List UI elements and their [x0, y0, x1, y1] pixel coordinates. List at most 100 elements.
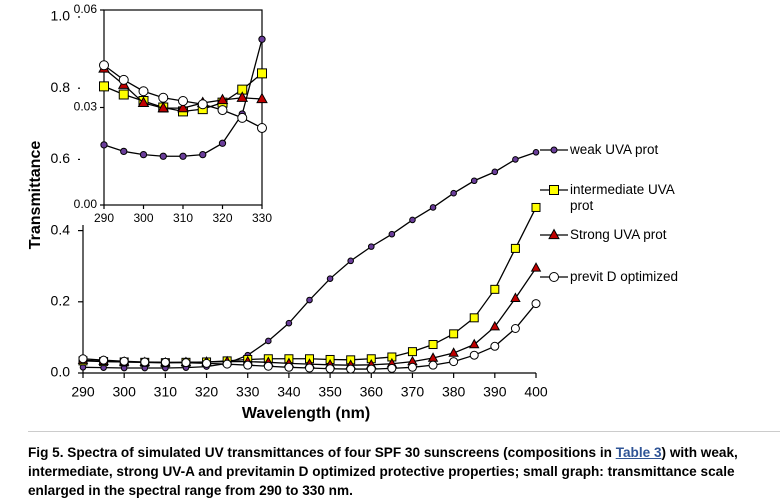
caption: Fig 5. Spectra of simulated UV transmitt… — [28, 443, 776, 500]
x-tick-label: 310 — [173, 211, 193, 225]
data-point — [99, 60, 109, 71]
legend-label: intermediate UVA prot — [570, 182, 675, 213]
data-point — [326, 275, 334, 282]
data-point — [159, 152, 167, 160]
y-tick-label: 0.6 — [51, 150, 71, 166]
data-point — [531, 202, 541, 212]
legend-marker — [548, 228, 560, 240]
data-point — [160, 357, 170, 367]
data-point — [140, 357, 150, 367]
y-tick-label: 0.00 — [74, 197, 98, 211]
legend-label: weak UVA prot — [570, 142, 659, 157]
y-tick-label: 0.4 — [51, 221, 71, 237]
data-point — [237, 112, 248, 123]
data-point — [407, 362, 417, 372]
data-point — [305, 363, 314, 373]
y-tick-label: 1.0 — [51, 8, 71, 24]
data-point — [263, 361, 273, 371]
chart: Wavelength (nm) Transmittance 0.00.20.40… — [27, 2, 568, 422]
y-tick-label: 0.2 — [51, 293, 71, 309]
data-point — [265, 337, 272, 345]
x-tick-label: 310 — [154, 384, 178, 400]
data-point — [489, 320, 501, 331]
x-tick-label: 360 — [360, 384, 384, 400]
data-point — [367, 243, 375, 250]
data-point — [120, 147, 128, 156]
data-point — [449, 357, 459, 367]
data-point — [137, 96, 150, 108]
data-point — [118, 74, 129, 85]
data-point — [490, 284, 500, 294]
data-point — [218, 139, 227, 147]
data-point — [387, 363, 397, 373]
data-point — [407, 347, 417, 357]
data-point — [512, 156, 519, 163]
data-point — [468, 338, 480, 349]
data-point — [469, 313, 479, 323]
caption-text: Fig 5. Spectra of simulated UV transmitt… — [28, 445, 616, 460]
legend-marker — [549, 272, 559, 282]
y-tick-label: 0.0 — [51, 364, 71, 380]
x-tick-label: 340 — [277, 384, 301, 400]
data-point — [490, 341, 500, 351]
data-point — [236, 91, 249, 102]
data-point — [532, 148, 540, 156]
x-tick-label: 290 — [71, 384, 95, 400]
x-tick-label: 350 — [318, 384, 342, 400]
legend-marker — [550, 146, 558, 154]
data-point — [119, 356, 129, 366]
data-point — [510, 324, 520, 333]
data-point — [178, 96, 188, 106]
separator — [28, 431, 780, 432]
y-tick-label: 0.8 — [51, 79, 71, 95]
data-point — [177, 101, 189, 113]
x-tick-label: 320 — [212, 211, 232, 225]
data-point — [243, 360, 253, 370]
x-tick-label: 390 — [483, 384, 507, 400]
x-axis-label: Wavelength (nm) — [242, 405, 370, 422]
data-point — [325, 364, 335, 374]
data-point — [257, 68, 267, 79]
caption-link[interactable]: Table 3 — [615, 445, 662, 460]
data-point — [428, 360, 438, 370]
data-point — [530, 262, 542, 272]
data-point — [222, 359, 232, 369]
y-tick-label: 0.03 — [74, 100, 98, 114]
data-point — [347, 257, 354, 265]
x-tick-label: 290 — [94, 211, 114, 225]
data-point — [510, 243, 520, 253]
data-point — [258, 35, 266, 43]
x-tick-label: 380 — [442, 384, 466, 400]
series-line — [82, 267, 537, 366]
data-point — [409, 216, 416, 224]
data-point — [99, 355, 109, 365]
data-point — [197, 99, 208, 110]
data-point — [388, 230, 396, 238]
data-point — [429, 204, 437, 211]
data-point — [285, 319, 293, 327]
data-point — [157, 101, 170, 113]
data-point — [118, 89, 129, 100]
legend-marker — [549, 185, 559, 195]
data-point — [100, 141, 108, 149]
data-point — [510, 292, 521, 302]
inset-background — [80, 3, 268, 225]
x-tick-label: 320 — [195, 384, 219, 400]
x-tick-label: 330 — [236, 384, 260, 400]
data-point — [531, 299, 541, 309]
data-point — [181, 358, 191, 368]
data-point — [217, 105, 228, 116]
data-point — [469, 350, 479, 360]
series-line — [82, 207, 537, 364]
caption-text: ) with weak, intermediate, strong UV-A a… — [28, 445, 738, 498]
data-point — [470, 177, 478, 185]
legend-label: previt D optimized — [570, 269, 679, 284]
data-point — [202, 358, 212, 368]
data-point — [448, 347, 459, 357]
data-point — [450, 189, 457, 197]
x-tick-label: 400 — [524, 384, 548, 400]
data-point — [346, 364, 356, 374]
data-point — [78, 354, 88, 364]
y-axis-label: Transmittance — [27, 141, 44, 250]
data-point — [179, 152, 187, 160]
